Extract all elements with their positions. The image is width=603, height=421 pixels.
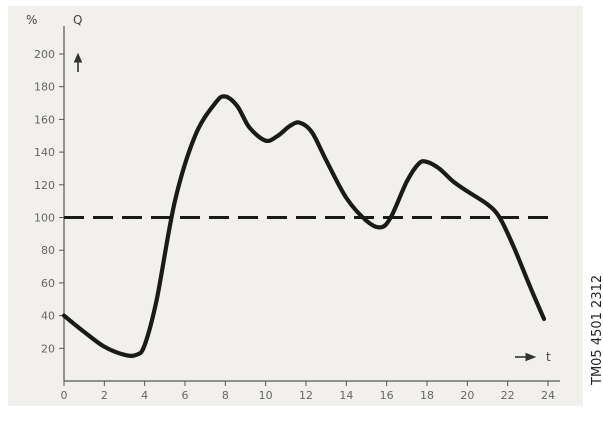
x-tick-label: 0 bbox=[61, 389, 68, 402]
x-tick-label: 14 bbox=[339, 389, 353, 402]
y-tick-label: 120 bbox=[34, 179, 55, 192]
x-tick-label: 2 bbox=[101, 389, 108, 402]
y-tick-label: 60 bbox=[41, 277, 55, 290]
y-tick-label: 20 bbox=[41, 342, 55, 355]
x-tick-label: 12 bbox=[299, 389, 313, 402]
y-tick-label: 80 bbox=[41, 244, 55, 257]
x-tick-label: 18 bbox=[420, 389, 434, 402]
y-tick-label: 40 bbox=[41, 310, 55, 323]
x-tick-label: 6 bbox=[182, 389, 189, 402]
y-tick-label: 180 bbox=[34, 81, 55, 94]
figure-code: TM05 4501 2312 bbox=[590, 275, 603, 386]
x-tick-label: 16 bbox=[380, 389, 394, 402]
x-tick-label: 24 bbox=[541, 389, 555, 402]
x-tick-label: 20 bbox=[460, 389, 474, 402]
x-axis-label: t bbox=[546, 350, 551, 364]
x-tick-label: 10 bbox=[259, 389, 273, 402]
y-tick-label: 160 bbox=[34, 113, 55, 126]
x-tick-label: 4 bbox=[141, 389, 148, 402]
y-arrow-icon bbox=[73, 52, 83, 72]
y-tick-label: 200 bbox=[34, 48, 55, 61]
x-arrow-icon bbox=[515, 352, 537, 362]
y-tick-label: 100 bbox=[34, 212, 55, 225]
flow-curve bbox=[61, 94, 547, 359]
chart-background bbox=[8, 6, 583, 406]
y-axis-label: Q bbox=[73, 13, 82, 27]
x-tick-label: 8 bbox=[222, 389, 229, 402]
x-tick-label: 22 bbox=[501, 389, 515, 402]
y-tick-label: 140 bbox=[34, 146, 55, 159]
y-unit-label: % bbox=[26, 13, 37, 27]
